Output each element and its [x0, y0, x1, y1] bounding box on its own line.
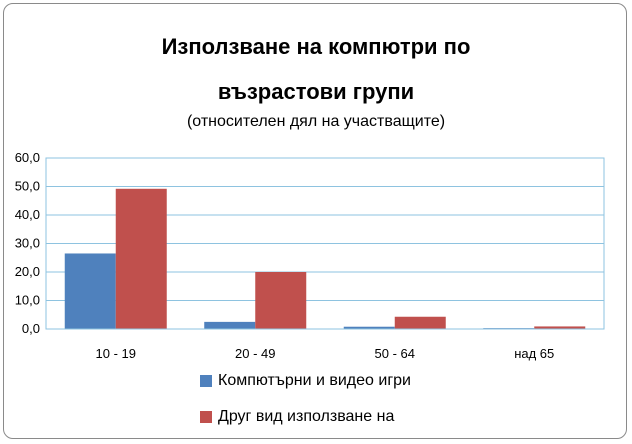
x-tick-label: над 65 [514, 346, 554, 361]
y-tick-label: 0,0 [22, 321, 40, 336]
x-tick-label: 50 - 64 [375, 346, 415, 361]
bar-1-1 [64, 253, 116, 329]
legend-item-series-1: Компютърни и видео игри [200, 372, 411, 390]
y-tick-label: 30,0 [15, 236, 40, 251]
y-tick-label: 20,0 [15, 264, 40, 279]
legend-swatch-series-2 [200, 411, 212, 423]
chart-subtitle: (относителен дял на участващите) [186, 113, 446, 130]
legend-swatch-series-1 [200, 375, 212, 387]
x-tick-label: 20 - 49 [235, 346, 275, 361]
bar-2-3 [394, 316, 446, 329]
chart-title-line1: Използване на компютри по [161, 34, 471, 59]
x-tick-label: 10 - 19 [96, 346, 136, 361]
legend-label-series-1: Компютърни и видео игри [218, 372, 411, 389]
bar-2-4 [534, 326, 586, 329]
y-tick-label: 60,0 [15, 150, 40, 165]
bar-2-1 [115, 188, 167, 329]
bar-1-3 [343, 326, 395, 329]
y-tick-label: 50,0 [15, 179, 40, 194]
chart-frame [3, 3, 627, 439]
legend-item-series-2: Друг вид използване на [200, 408, 394, 426]
bar-1-2 [204, 321, 256, 329]
bar-2-2 [255, 272, 307, 329]
y-tick-label: 10,0 [15, 293, 40, 308]
chart-title-line2: възрастови групи [217, 79, 415, 104]
legend-label-series-2: Друг вид използване на [218, 408, 395, 425]
y-tick-label: 40,0 [15, 207, 40, 222]
